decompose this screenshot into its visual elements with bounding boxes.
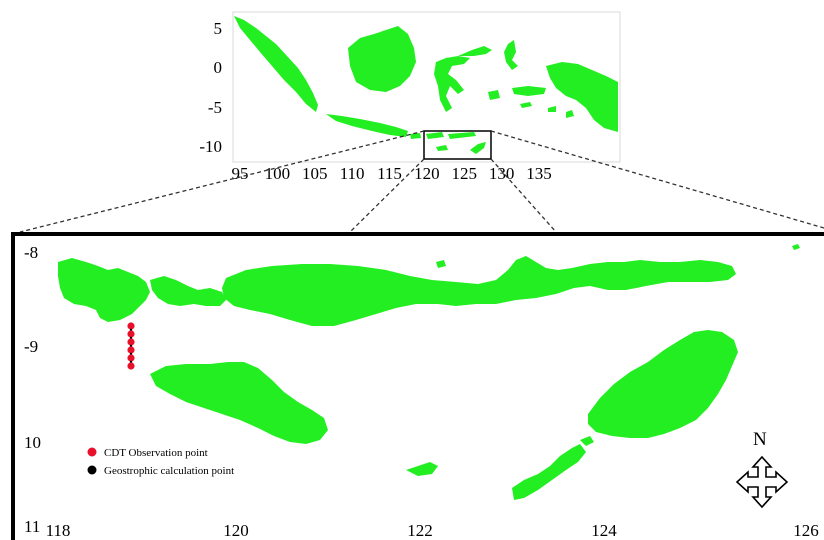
legend-label-geostrophic: Geostrophic calculation point [104, 465, 234, 477]
overview-x-tick-label: 130 [489, 164, 515, 183]
cdt-observation-point [127, 330, 135, 338]
overview-island-sumbawa [426, 132, 444, 139]
cdt-observation-point [127, 354, 135, 362]
overview-island-sulawesi [434, 56, 470, 112]
overview-island-small-2 [548, 106, 556, 112]
legend-label-cdt: CDT Observation point [104, 447, 208, 459]
detail-island-rote [512, 444, 586, 500]
cdt-observation-point [127, 362, 135, 370]
detail-island-sumba [150, 362, 328, 444]
connector-lines [19, 130, 824, 233]
detail-island-small-north [436, 260, 446, 268]
overview-island-flores [448, 132, 476, 139]
overview-x-tick-label: 95 [232, 164, 249, 183]
overview-island-java [326, 114, 408, 137]
overview-island-timor [470, 142, 486, 154]
detail-x-tick-label: 126 [793, 521, 819, 540]
detail-map: 118 120 122 124 126 -8 -9 10 11 CDT Observation… [11, 232, 824, 540]
detail-x-tick-label: 120 [223, 521, 249, 540]
overview-inset-box [423, 130, 492, 160]
overview-x-tick-label: 110 [340, 164, 365, 183]
detail-x-axis: 118 120 122 124 126 [46, 521, 819, 540]
overview-landmass [234, 16, 618, 154]
legend-marker-geostrophic [87, 465, 97, 475]
detail-island-timor [588, 330, 738, 438]
overview-island-small-1 [520, 102, 532, 108]
overview-island-sumba [436, 145, 448, 151]
overview-x-tick-label: 100 [265, 164, 291, 183]
overview-y-tick-label: 0 [214, 58, 223, 77]
overview-island-halmahera [504, 40, 518, 70]
overview-map: 95 100 105 110 115 120 125 130 135 5 0 -5 -10 [199, 11, 621, 183]
cdt-observation-point [127, 338, 135, 346]
overview-island-seram [512, 86, 546, 96]
detail-y-tick-label: -8 [24, 243, 38, 262]
overview-island-small-3 [566, 110, 574, 118]
legend: CDT Observation point Geostrophic calcul… [87, 447, 234, 477]
legend-marker-cdt [87, 447, 97, 457]
overview-y-axis: 5 0 -5 -10 [199, 19, 222, 156]
overview-x-tick-label: 125 [452, 164, 478, 183]
detail-island-komodo [204, 292, 222, 304]
overview-island-sumatra [234, 16, 318, 112]
cdt-observation-point [127, 346, 135, 354]
connector-inner-right [490, 158, 557, 233]
detail-x-tick-label: 118 [46, 521, 71, 540]
overview-y-tick-label: 5 [214, 19, 223, 38]
overview-island-borneo [348, 26, 416, 92]
detail-y-axis: -8 -9 10 11 [24, 243, 41, 536]
north-arrow: N [735, 429, 789, 509]
detail-y-tick-label: 11 [24, 517, 40, 536]
observation-point-series [127, 322, 135, 370]
overview-y-tick-label: -5 [208, 98, 222, 117]
connector-inner-left [349, 158, 425, 233]
detail-y-tick-label: -9 [24, 337, 38, 356]
detail-landmass [58, 244, 800, 500]
overview-island-buru [488, 90, 500, 100]
overview-x-tick-label: 120 [414, 164, 440, 183]
detail-island-savu [406, 462, 438, 476]
detail-x-tick-label: 122 [407, 521, 433, 540]
four-way-arrow-icon [735, 455, 789, 509]
overview-y-tick-label: -10 [199, 137, 222, 156]
detail-island-flores [222, 256, 736, 326]
overview-x-tick-label: 135 [526, 164, 552, 183]
overview-island-bali-lombok [410, 133, 421, 139]
overview-island-new-guinea [546, 62, 618, 132]
overview-x-tick-label: 105 [302, 164, 328, 183]
detail-island-semau [580, 436, 594, 446]
detail-y-tick-label: 10 [24, 433, 41, 452]
cdt-observation-point [127, 322, 135, 330]
detail-island-sumbawa-west [58, 258, 150, 322]
detail-x-tick-label: 124 [591, 521, 617, 540]
detail-island-tiny-ne [792, 244, 800, 250]
north-label: N [753, 429, 767, 450]
overview-x-tick-label: 115 [377, 164, 402, 183]
connector-right [490, 130, 824, 229]
overview-island-sulawesi-north [458, 46, 492, 56]
